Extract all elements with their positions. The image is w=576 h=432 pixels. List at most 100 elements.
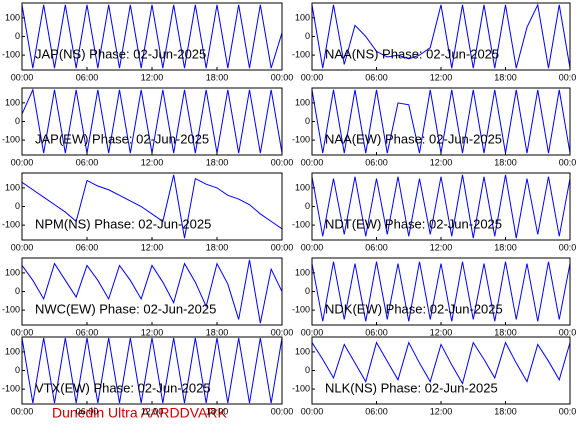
x-tick-label: 12:00 bbox=[141, 406, 164, 416]
y-tick-label: 0 bbox=[305, 31, 310, 41]
x-tick-label: 18:00 bbox=[206, 157, 229, 167]
x-tick-label: 12:00 bbox=[430, 406, 453, 416]
y-tick-label: -100 bbox=[292, 383, 310, 393]
panel-title: NDT(EW) Phase: 02-Jun-2025 bbox=[325, 216, 502, 231]
y-tick-label: 0 bbox=[15, 286, 20, 296]
x-tick-label: 00:00 bbox=[11, 242, 34, 252]
y-tick-label: 100 bbox=[295, 12, 310, 22]
y-tick-label: 100 bbox=[5, 267, 20, 277]
x-tick-label: 18:00 bbox=[494, 157, 517, 167]
y-tick-label: 0 bbox=[305, 365, 310, 375]
x-tick-label: 00:00 bbox=[271, 157, 294, 167]
panel-title: NPM(NS) Phase: 02-Jun-2025 bbox=[35, 216, 211, 231]
x-tick-label: 18:00 bbox=[206, 406, 229, 416]
plot-area bbox=[312, 3, 570, 69]
y-tick-label: 100 bbox=[5, 182, 20, 192]
x-tick-label: 18:00 bbox=[494, 72, 517, 82]
plot-area bbox=[312, 174, 570, 239]
x-tick-label: 00:00 bbox=[301, 242, 324, 252]
y-tick-label: 100 bbox=[5, 346, 20, 356]
panel-title: NAA(NS) Phase: 02-Jun-2025 bbox=[325, 46, 499, 61]
panel-title: VTX(EW) Phase: 02-Jun-2025 bbox=[35, 380, 211, 395]
panel: -100 0 100 00:00 06:00 12:00 18:00 00:00 NDT(EW)… bbox=[292, 172, 576, 252]
y-tick-label: -100 bbox=[2, 383, 20, 393]
panel-title: NDK(EW) Phase: 02-Jun-2025 bbox=[325, 301, 503, 316]
x-tick-label: 06:00 bbox=[76, 242, 99, 252]
panel-title: NLK(NS) Phase: 02-Jun-2025 bbox=[325, 380, 498, 395]
x-tick-label: 06:00 bbox=[76, 157, 99, 167]
x-tick-label: 00:00 bbox=[11, 406, 34, 416]
y-tick-label: 100 bbox=[295, 267, 310, 277]
phase-line bbox=[312, 3, 570, 69]
x-tick-label: 12:00 bbox=[430, 327, 453, 337]
x-tick-label: 12:00 bbox=[141, 242, 164, 252]
x-tick-label: 00:00 bbox=[559, 406, 576, 416]
x-tick-label: 12:00 bbox=[141, 327, 164, 337]
x-tick-label: 12:00 bbox=[430, 72, 453, 82]
panel: -100 0 100 00:00 06:00 12:00 18:00 00:00 VTX(EW)… bbox=[2, 336, 293, 416]
panel: -100 0 100 00:00 06:00 12:00 18:00 00:00 JAP(EW)… bbox=[2, 87, 294, 167]
x-tick-label: 18:00 bbox=[206, 72, 229, 82]
x-tick-label: 06:00 bbox=[365, 406, 388, 416]
x-tick-label: 00:00 bbox=[11, 72, 34, 82]
plot-area bbox=[312, 341, 570, 385]
panel: -100 0 100 00:00 06:00 12:00 18:00 00:00 NPM(NS)… bbox=[2, 172, 294, 252]
phase-line bbox=[22, 337, 282, 404]
panel: -100 0 100 00:00 06:00 12:00 18:00 00:00 NAA(EW)… bbox=[292, 87, 576, 167]
x-tick-label: 00:00 bbox=[559, 327, 576, 337]
y-tick-label: -100 bbox=[2, 134, 20, 144]
y-tick-label: -100 bbox=[292, 219, 310, 229]
y-tick-label: 100 bbox=[295, 346, 310, 356]
x-tick-label: 00:00 bbox=[301, 406, 324, 416]
x-tick-label: 06:00 bbox=[365, 157, 388, 167]
footer: Dunedin Ultra AARDDVARK bbox=[52, 405, 227, 421]
panel: -100 0 100 00:00 06:00 12:00 18:00 00:00 NDK(EW)… bbox=[292, 257, 576, 337]
y-tick-label: 100 bbox=[295, 182, 310, 192]
y-tick-label: 0 bbox=[305, 286, 310, 296]
x-tick-label: 06:00 bbox=[76, 406, 99, 416]
plot-area bbox=[22, 337, 282, 404]
y-tick-label: 0 bbox=[305, 116, 310, 126]
x-tick-label: 00:00 bbox=[271, 242, 294, 252]
panel: -100 0 100 00:00 06:00 12:00 18:00 00:00 NAA(NS)… bbox=[292, 2, 576, 82]
phase-line bbox=[22, 259, 282, 324]
x-tick-label: 00:00 bbox=[559, 157, 576, 167]
y-tick-label: -100 bbox=[292, 304, 310, 314]
x-tick-label: 00:00 bbox=[301, 327, 324, 337]
panel: -100 0 100 00:00 06:00 12:00 18:00 00:00 NWC(EW)… bbox=[2, 257, 294, 337]
panel-title: NAA(EW) Phase: 02-Jun-2025 bbox=[325, 131, 502, 146]
phase-line bbox=[22, 174, 282, 239]
y-tick-label: -100 bbox=[292, 49, 310, 59]
x-tick-label: 00:00 bbox=[301, 72, 324, 82]
x-tick-label: 12:00 bbox=[430, 242, 453, 252]
y-tick-label: -100 bbox=[2, 49, 20, 59]
panel-title: JAP(EW) Phase: 02-Jun-2025 bbox=[35, 131, 209, 146]
x-tick-label: 00:00 bbox=[271, 327, 294, 337]
x-tick-label: 12:00 bbox=[141, 157, 164, 167]
y-tick-label: 100 bbox=[5, 97, 20, 107]
x-tick-label: 06:00 bbox=[365, 242, 388, 252]
x-tick-label: 00:00 bbox=[271, 72, 294, 82]
phase-line bbox=[22, 4, 282, 69]
phase-line bbox=[312, 341, 570, 385]
x-tick-label: 18:00 bbox=[494, 242, 517, 252]
x-tick-label: 00:00 bbox=[559, 72, 576, 82]
plot-area bbox=[22, 174, 282, 239]
x-tick-label: 06:00 bbox=[76, 327, 99, 337]
y-tick-label: 100 bbox=[5, 12, 20, 22]
x-tick-label: 06:00 bbox=[365, 72, 388, 82]
x-tick-label: 00:00 bbox=[559, 242, 576, 252]
x-tick-label: 00:00 bbox=[301, 157, 324, 167]
x-tick-label: 18:00 bbox=[206, 327, 229, 337]
plot-area bbox=[312, 261, 570, 322]
x-tick-label: 00:00 bbox=[11, 327, 34, 337]
phase-line bbox=[312, 174, 570, 239]
x-tick-label: 00:00 bbox=[11, 157, 34, 167]
x-tick-label: 18:00 bbox=[494, 406, 517, 416]
y-tick-label: -100 bbox=[292, 134, 310, 144]
y-tick-label: 0 bbox=[305, 201, 310, 211]
y-tick-label: 0 bbox=[15, 201, 20, 211]
y-tick-label: 0 bbox=[15, 116, 20, 126]
plot-area bbox=[22, 4, 282, 69]
